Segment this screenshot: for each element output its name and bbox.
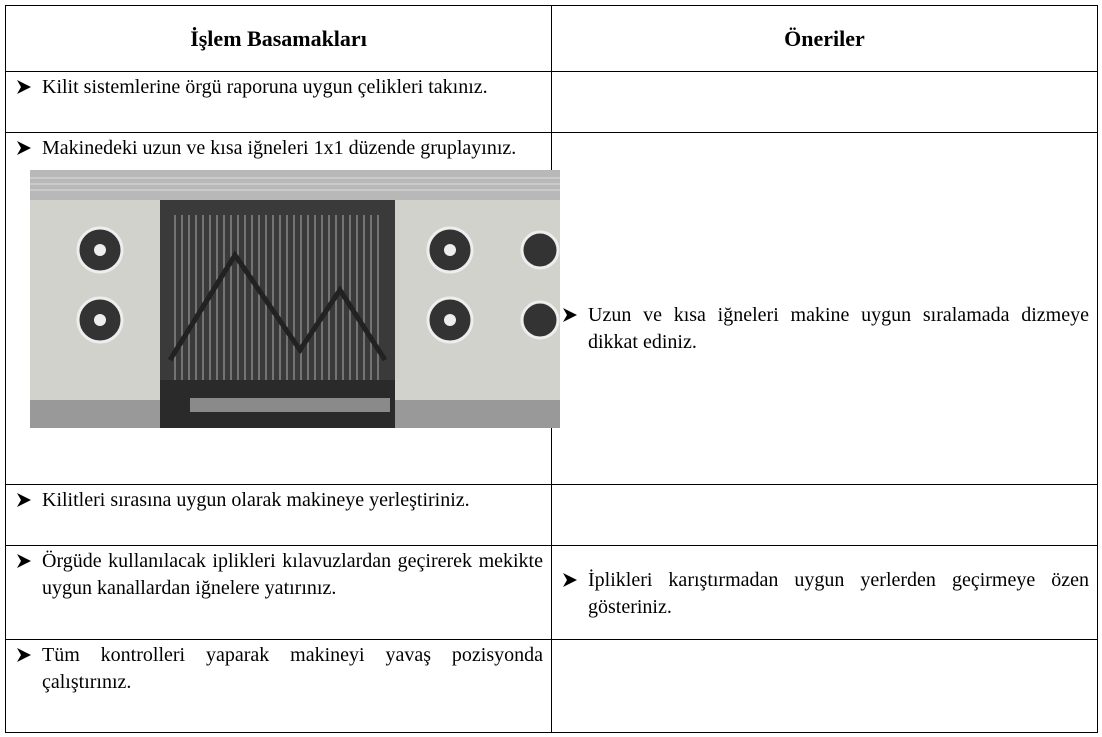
cell: Kilit sistemlerine örgü raporuna uygun ç… [5,71,552,133]
header-cell: İşlem Basamakları [5,5,552,72]
step-text: Makinedeki uzun ve kısa iğneleri 1x1 düz… [42,137,517,159]
cell: Makinedeki uzun ve kısa iğneleri 1x1 düz… [5,132,560,485]
cell: Örgüde kullanılacak iplikleri kılavuzlar… [5,545,552,640]
tip-text: İplikleri karıştırmadan uygun yerlerden … [588,568,1089,618]
row: Tüm kontrolleri yaparak makineyi yavaş p… [5,639,1098,733]
row: Kilitleri sırasına uygun olarak makineye… [5,484,1098,546]
step-text: Kilit sistemlerine örgü raporuna uygun ç… [42,76,488,98]
cell: İplikleri karıştırmadan uygun yerlerden … [551,545,1098,640]
row: Örgüde kullanılacak iplikleri kılavuzlar… [5,545,1098,640]
machine-photo [30,170,560,428]
steps-table: İşlem Basamakları Öneriler Kilit sisteml… [5,5,1098,733]
bullet [17,554,31,568]
cell [551,639,1098,733]
bullet [563,572,577,587]
cell [551,484,1098,546]
step-text: Tüm kontrolleri yaparak makineyi yavaş p… [42,644,543,693]
step-text: Örgüde kullanılacak iplikleri kılavuzlar… [42,550,543,599]
row: Kilit sistemlerine örgü raporuna uygun ç… [5,71,1098,133]
header-row: İşlem Basamakları Öneriler [5,5,1098,72]
cell: Uzun ve kısa iğneleri makine uygun sıral… [551,132,1098,485]
tip-text: Uzun ve kısa iğneleri makine uygun sıral… [588,303,1089,353]
bullet [17,80,31,94]
header-cell: Öneriler [551,5,1098,72]
step-text: Kilitleri sırasına uygun olarak makineye… [42,489,470,511]
cell [551,71,1098,133]
bullet [563,307,577,322]
cell: Kilitleri sırasına uygun olarak makineye… [5,484,552,546]
bullet [17,648,31,662]
cell: Tüm kontrolleri yaparak makineyi yavaş p… [5,639,552,733]
row: Makinedeki uzun ve kısa iğneleri 1x1 düz… [5,132,1098,485]
bullet [17,141,31,155]
bullet [17,493,31,507]
